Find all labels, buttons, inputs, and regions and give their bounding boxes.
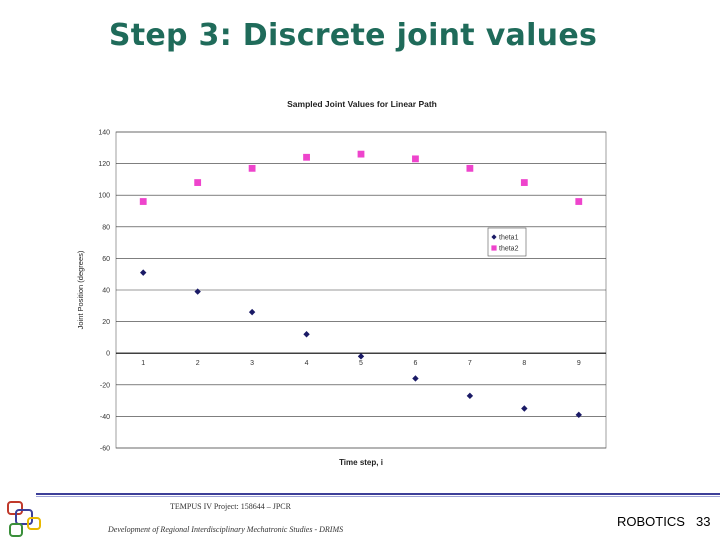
footer-divider [36, 493, 720, 495]
footer-course: ROBOTICS [617, 514, 685, 529]
data-point-theta1 [466, 392, 474, 400]
x-tick-label: 5 [359, 360, 363, 367]
data-point-theta1 [357, 353, 365, 360]
y-tick-label: 60 [102, 256, 110, 263]
y-tick-label: 140 [98, 130, 110, 137]
legend-box [487, 227, 527, 257]
y-tick-label: 0 [106, 351, 110, 358]
legend-marker-theta2 [491, 245, 497, 251]
y-tick-label: -40 [100, 414, 110, 421]
y-tick-label: 120 [98, 161, 110, 168]
x-tick-label: 4 [305, 360, 309, 367]
data-point-theta2 [303, 153, 310, 161]
x-tick-label: 3 [250, 360, 254, 367]
data-point-theta2 [139, 198, 147, 205]
y-tick-label: 20 [102, 319, 110, 326]
x-tick-label: 9 [577, 360, 581, 367]
y-tick-label: 80 [102, 224, 110, 231]
data-point-theta2 [248, 164, 256, 172]
data-point-theta1 [303, 331, 310, 338]
legend-marker-theta1 [491, 234, 497, 240]
data-point-theta2 [466, 164, 474, 172]
data-point-theta1 [140, 269, 147, 276]
slide-title: Step 3: Discrete joint values [108, 18, 598, 53]
drims-logo-icon [7, 501, 41, 537]
data-point-theta1 [412, 375, 419, 382]
x-tick-label: 2 [196, 360, 200, 367]
x-tick-label: 1 [141, 360, 145, 367]
data-point-theta1 [194, 288, 201, 295]
x-tick-label: 8 [522, 360, 526, 367]
y-tick-label: 40 [102, 288, 110, 295]
data-point-theta2 [412, 155, 419, 163]
y-axis-label: Joint Position (degrees) [76, 250, 85, 329]
x-axis-label: Time step, i [339, 458, 383, 467]
footer-divider-light [36, 496, 720, 497]
footer-project: TEMPUS IV Project: 158644 – JPCR [170, 502, 291, 511]
plot-area: 140 120 100 80 60 40 20 0 -20 -40 -60 1 2 3 4 5 6 7 8 9 thet… [98, 130, 607, 453]
legend-label-theta1: theta1 [499, 235, 519, 242]
y-tick-label: -20 [100, 382, 110, 389]
data-point-theta2 [357, 150, 365, 158]
x-tick-label: 7 [468, 360, 472, 367]
x-tick-label: 6 [413, 360, 417, 367]
legend-label-theta2: theta2 [499, 246, 519, 253]
footer-page-number: 33 [696, 514, 711, 529]
data-point-theta2 [194, 179, 202, 186]
scatter-chart: Sampled Joint Values for Linear Path 140… [76, 99, 607, 467]
data-point-theta2 [575, 198, 583, 205]
y-tick-label: -60 [100, 446, 110, 453]
footer-program: Development of Regional Interdisciplinar… [108, 525, 344, 534]
y-tick-label: 100 [98, 193, 110, 200]
chart-title: Sampled Joint Values for Linear Path [287, 99, 437, 109]
data-point-theta2 [520, 179, 528, 186]
data-point-theta1 [248, 308, 256, 316]
